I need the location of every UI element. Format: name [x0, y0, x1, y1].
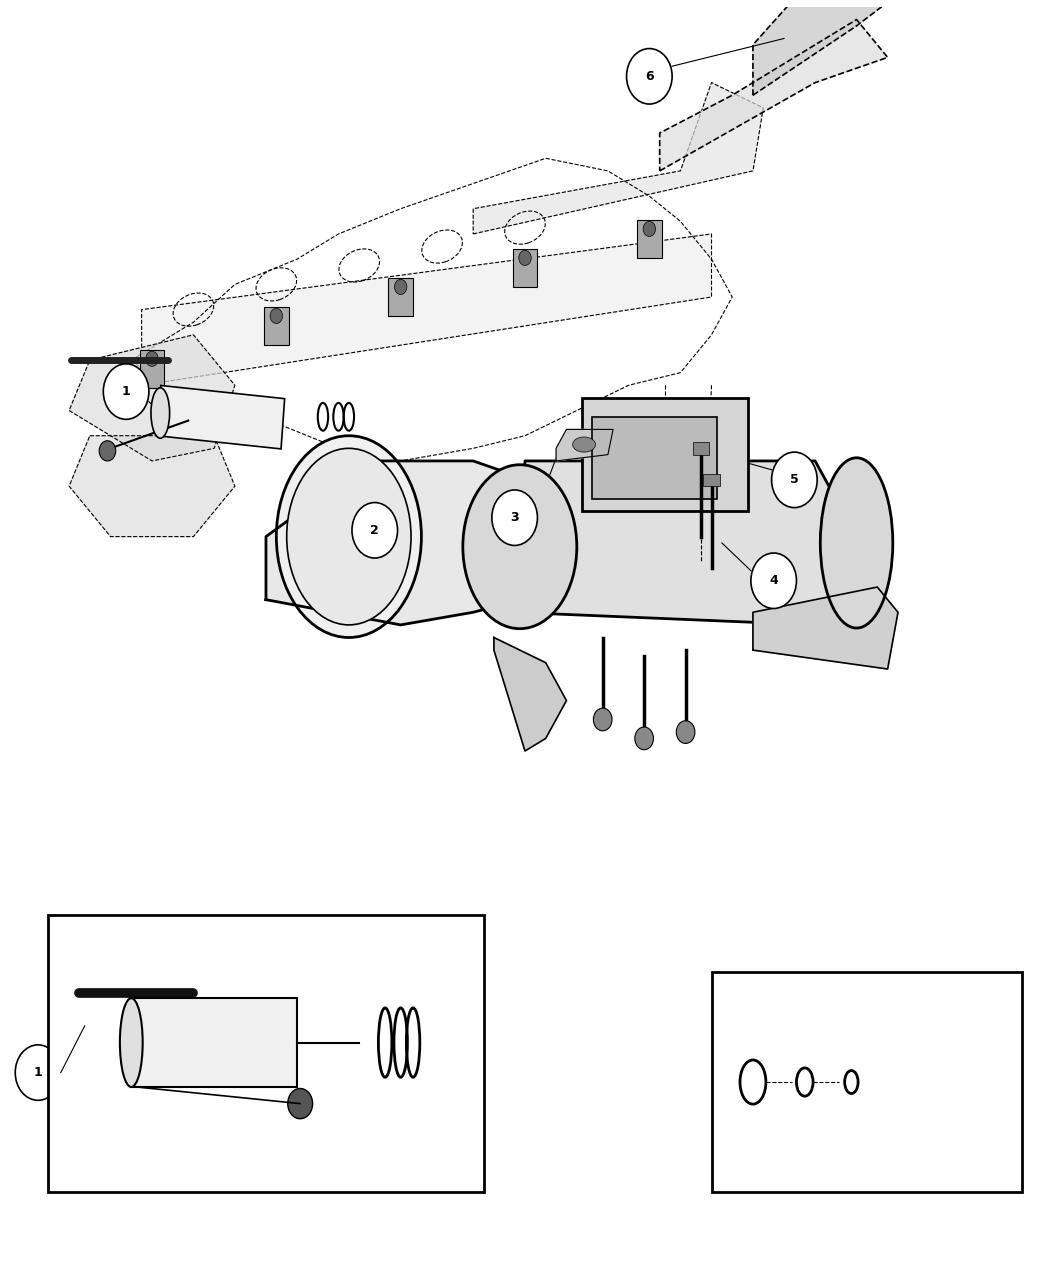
Polygon shape — [753, 0, 898, 96]
Circle shape — [352, 502, 398, 558]
Circle shape — [772, 453, 817, 507]
Polygon shape — [753, 586, 898, 669]
Circle shape — [593, 708, 612, 731]
Polygon shape — [69, 335, 235, 462]
Circle shape — [751, 553, 797, 608]
Ellipse shape — [572, 437, 595, 453]
Circle shape — [491, 490, 538, 546]
Circle shape — [288, 1089, 313, 1118]
Text: 6: 6 — [645, 70, 654, 83]
Bar — [264, 307, 289, 346]
Ellipse shape — [151, 388, 170, 439]
Ellipse shape — [120, 998, 143, 1088]
Circle shape — [627, 48, 672, 105]
Text: 4: 4 — [770, 574, 778, 588]
Polygon shape — [266, 462, 576, 625]
Bar — [131, 998, 297, 1088]
Bar — [158, 385, 285, 449]
Circle shape — [519, 250, 531, 265]
Polygon shape — [514, 462, 857, 625]
Text: 1: 1 — [122, 385, 130, 398]
Polygon shape — [556, 430, 613, 462]
Circle shape — [146, 351, 159, 366]
Bar — [140, 349, 165, 388]
Polygon shape — [494, 638, 566, 751]
Bar — [637, 221, 662, 258]
Circle shape — [834, 1033, 879, 1088]
Text: 3: 3 — [510, 511, 519, 524]
Bar — [512, 249, 538, 287]
Circle shape — [99, 441, 116, 462]
Ellipse shape — [463, 464, 576, 629]
Bar — [693, 442, 710, 455]
Circle shape — [395, 279, 407, 295]
Circle shape — [16, 1044, 61, 1100]
Bar — [712, 972, 1023, 1192]
Text: 1: 1 — [34, 1066, 42, 1079]
Polygon shape — [69, 436, 235, 537]
Bar — [592, 417, 717, 499]
Circle shape — [103, 363, 149, 419]
Circle shape — [643, 222, 655, 236]
Polygon shape — [142, 233, 712, 385]
Circle shape — [635, 727, 653, 750]
Bar — [582, 398, 748, 511]
Bar — [48, 915, 484, 1192]
Polygon shape — [659, 19, 887, 171]
Bar — [704, 473, 720, 486]
Text: 7: 7 — [853, 1053, 861, 1066]
Text: 2: 2 — [371, 524, 379, 537]
Ellipse shape — [287, 449, 411, 625]
Text: 5: 5 — [790, 473, 799, 486]
Circle shape — [676, 720, 695, 743]
Polygon shape — [474, 83, 763, 233]
Circle shape — [270, 309, 282, 324]
Ellipse shape — [820, 458, 892, 629]
Ellipse shape — [276, 436, 421, 638]
Bar — [388, 278, 413, 316]
